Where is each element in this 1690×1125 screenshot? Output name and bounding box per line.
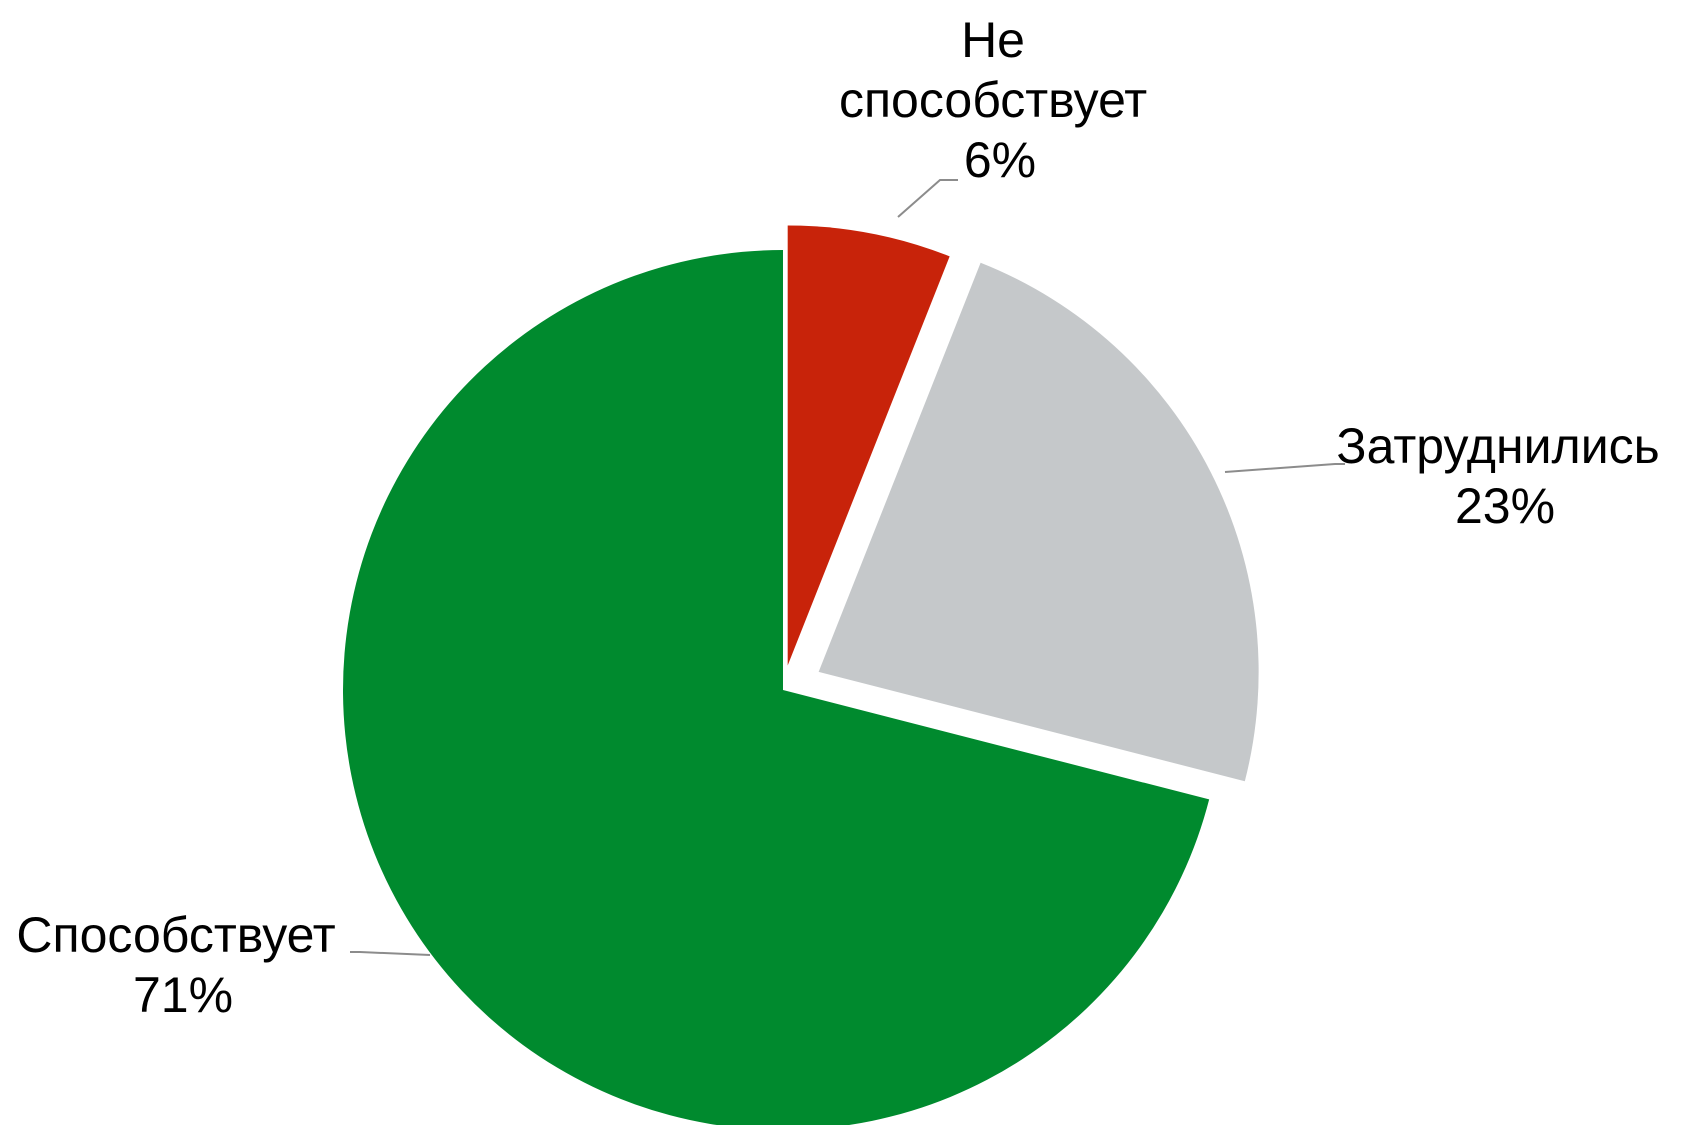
- slice-label-zatrudnilis: Затруднились 23%: [1336, 418, 1673, 534]
- slice-label-sposobstvuet: Способствует 71%: [16, 907, 349, 1023]
- slice-percent-label: 23%: [1455, 478, 1555, 534]
- slice-labels: Не способствует 6% Затруднились 23% Спос…: [16, 12, 1673, 1023]
- leader-line: [1224, 463, 1345, 473]
- label-leader-lines: [350, 179, 1345, 956]
- slice-label-line: способствует: [839, 72, 1147, 128]
- pie-slices: [343, 225, 1259, 1125]
- pie-slice-ne-sposobstvuet: [787, 225, 950, 666]
- pie-slice-sposobstvuet: [343, 250, 1210, 1125]
- slice-percent-label: 71%: [133, 967, 233, 1023]
- slice-label-line: Способствует: [16, 907, 335, 963]
- slice-label-line: Не: [961, 12, 1025, 68]
- slice-label-ne-sposobstvuet: Не способствует 6%: [839, 12, 1161, 188]
- leader-line: [897, 179, 958, 218]
- slice-percent-label: 6%: [964, 132, 1036, 188]
- slice-label-line: Затруднились: [1336, 418, 1659, 474]
- pie-slice-zatrudnilis: [818, 262, 1259, 782]
- leader-line: [350, 951, 431, 956]
